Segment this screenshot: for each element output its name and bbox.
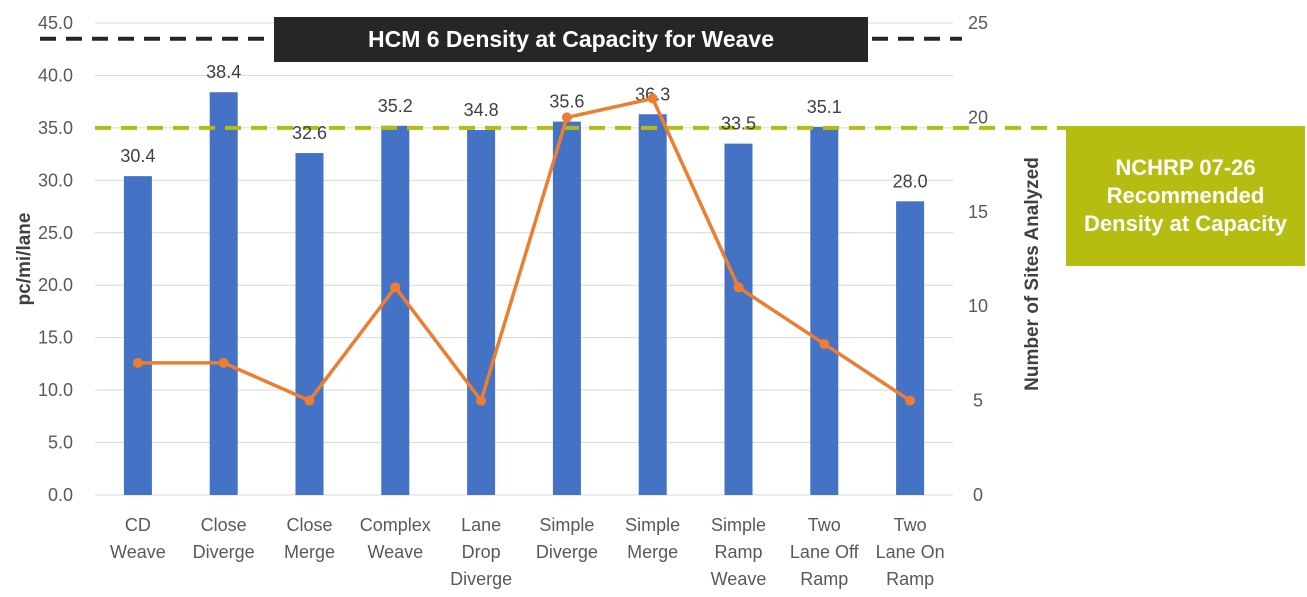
bar <box>724 143 753 495</box>
y-tick-label: 35.0 <box>38 118 73 138</box>
sites-point <box>132 357 143 368</box>
nchrp-callout: NCHRP 07-26 Recommended Density at Capac… <box>1066 126 1305 266</box>
bar <box>810 126 839 495</box>
y-axis-title: pc/mi/lane <box>14 213 35 306</box>
y-tick-label: 5.0 <box>48 433 73 453</box>
bar <box>209 92 238 495</box>
bar-data-label: 35.6 <box>549 92 584 112</box>
bar-data-label: 38.4 <box>206 62 241 82</box>
sites-point <box>218 357 229 368</box>
x-category-label: Simple Diverge <box>536 515 598 562</box>
bar-data-label: 28.0 <box>893 171 928 191</box>
hcm6-banner: HCM 6 Density at Capacity for Weave <box>274 17 868 62</box>
x-category-label: Simple Ramp Weave <box>711 515 767 589</box>
sites-point <box>819 338 830 349</box>
bar-data-label: 32.6 <box>292 123 327 143</box>
y2-axis-title: Number of Sites Analyzed <box>1022 157 1043 391</box>
sites-point <box>647 93 658 104</box>
bar <box>381 125 410 496</box>
y-tick-label: 25.0 <box>38 223 73 243</box>
y-tick-label: 30.0 <box>38 170 73 190</box>
y-tick-label: 0.0 <box>48 485 73 505</box>
y2-tick-label: 5 <box>973 391 983 411</box>
x-category-label: Complex Weave <box>360 515 431 562</box>
bar <box>467 129 496 495</box>
bar-data-label: 35.2 <box>378 96 413 116</box>
y-tick-label: 15.0 <box>38 328 73 348</box>
bar-data-label: 30.4 <box>120 146 155 166</box>
y-tick-label: 40.0 <box>38 65 73 85</box>
sites-point <box>476 395 487 406</box>
bar <box>295 153 324 495</box>
bar <box>552 121 581 496</box>
y2-tick-label: 20 <box>968 107 988 127</box>
sites-point <box>561 112 572 123</box>
bar-data-label: 34.8 <box>464 100 499 120</box>
bar <box>123 176 152 496</box>
y2-tick-label: 25 <box>968 13 988 33</box>
x-category-label: Lane Drop Diverge <box>450 515 512 589</box>
y-tick-label: 45.0 <box>38 13 73 33</box>
sites-point <box>905 395 916 406</box>
bar-data-label: 35.1 <box>807 97 842 117</box>
x-category-label: Two Lane On Ramp <box>876 515 945 589</box>
sites-line <box>137 96 912 403</box>
y2-tick-label: 0 <box>973 485 983 505</box>
sites-point <box>304 395 315 406</box>
x-category-label: CD Weave <box>110 515 166 562</box>
sites-point <box>733 282 744 293</box>
y2-tick-label: 15 <box>968 202 988 222</box>
bar <box>638 114 667 496</box>
sites-point <box>390 282 401 293</box>
x-category-label: Two Lane Off Ramp <box>790 515 860 589</box>
x-category-label: Close Diverge <box>193 515 255 562</box>
bar <box>896 201 925 496</box>
x-category-label: Close Merge <box>284 515 335 562</box>
y-tick-label: 20.0 <box>38 275 73 295</box>
bar-data-label: 33.5 <box>721 114 756 134</box>
y2-tick-label: 10 <box>968 296 988 316</box>
y-tick-label: 10.0 <box>38 380 73 400</box>
x-category-label: Simple Merge <box>625 515 680 562</box>
